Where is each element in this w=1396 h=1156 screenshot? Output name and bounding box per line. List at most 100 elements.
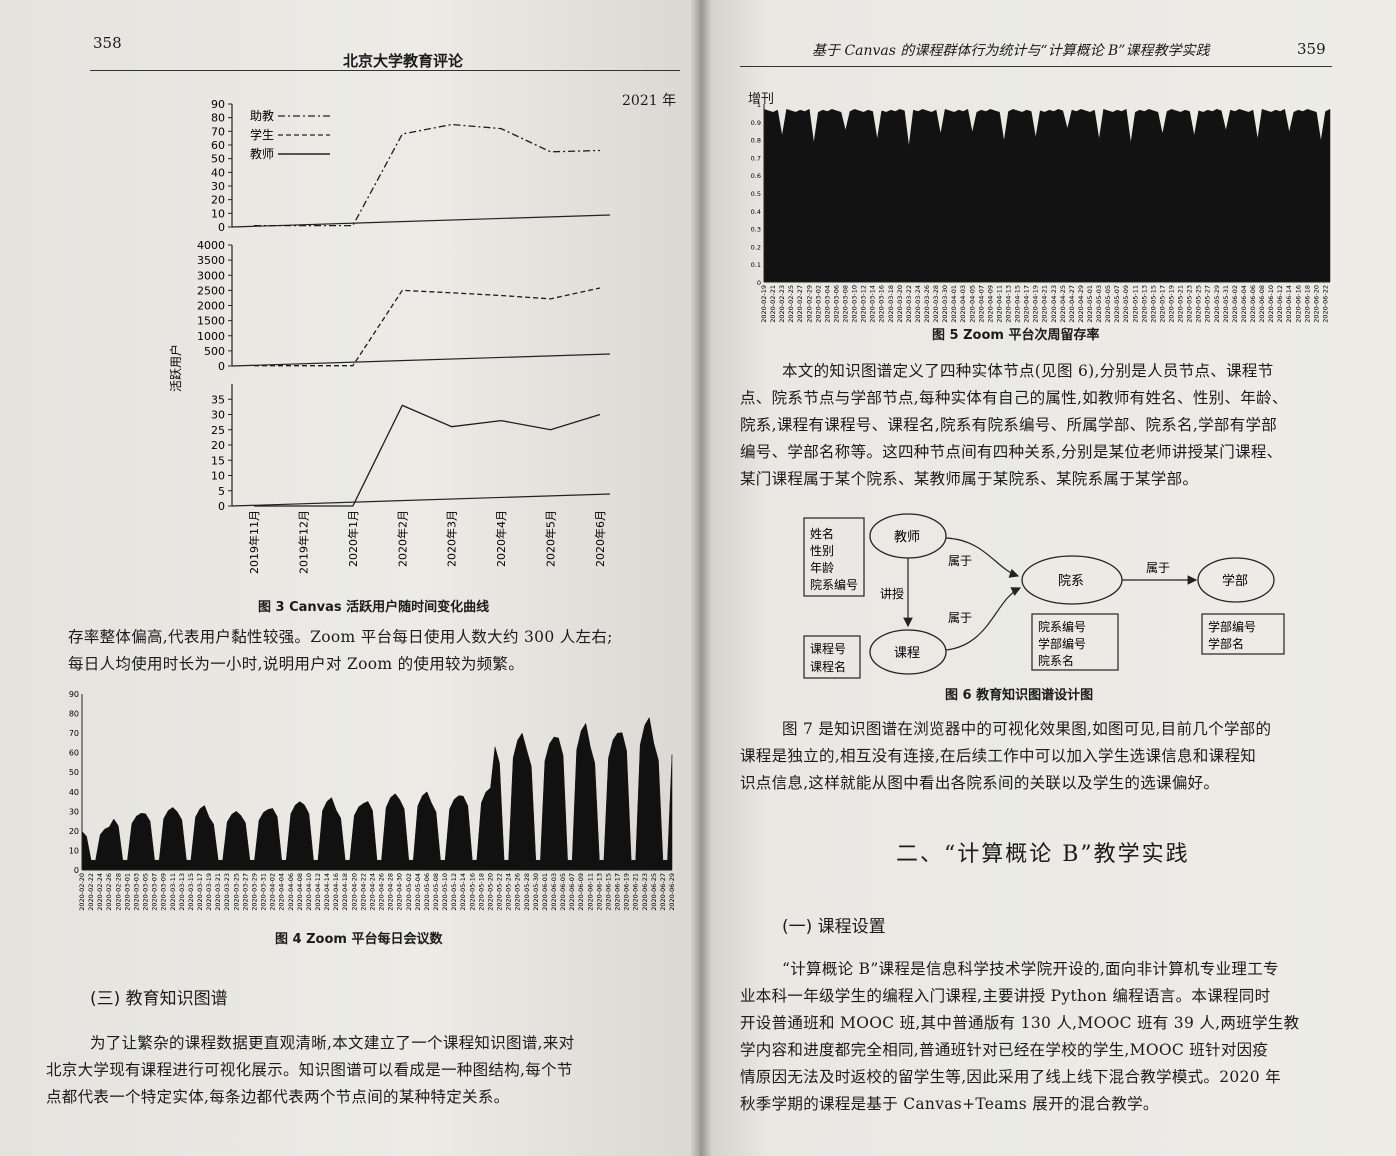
edge-belongs-1-label: 属于: [948, 554, 972, 568]
course-node: [869, 629, 947, 675]
fig5-x-tick-label: 2020-04-25: [1059, 285, 1067, 323]
fig3-y-tick-label: 3000: [197, 269, 225, 282]
legend-student: 学生: [250, 127, 274, 142]
fig4-x-tick-label: 2020-05-26: [514, 873, 522, 911]
fig4-x-tick-label: 2020-06-09: [577, 873, 585, 911]
fig5-x-tick-label: 2020-03-04: [823, 285, 831, 323]
fig4-x-tick-label: 2020-03-19: [205, 873, 213, 911]
left-page-number: 358: [93, 34, 122, 52]
fig5-y-tick-label: 0: [757, 279, 761, 287]
faculty-attrs-box: [1201, 613, 1285, 655]
fig5-x-tick-label: 2020-05-13: [1140, 285, 1148, 323]
fig5-area: [763, 108, 1331, 283]
fig5-x-tick-label: 2020-04-23: [1050, 285, 1058, 323]
fig4-x-tick-label: 2020-04-30: [396, 873, 404, 911]
fig5-y-tick-label: 0.3: [751, 226, 761, 234]
fig3-series-0: [254, 123, 601, 227]
fig4-x-tick-label: 2020-05-14: [459, 873, 467, 911]
fig5-y-tick-label: 0.2: [751, 243, 761, 251]
legend-teacher: 教师: [250, 146, 274, 161]
fig4-x-tick-label: 2020-06-23: [641, 873, 649, 911]
fig3-y-tick-label: 0: [218, 360, 225, 373]
fig3-x-tick-label: 2020年5月: [544, 510, 558, 567]
fig3-caption: 图 3 Canvas 活跃用户随时间变化曲线: [258, 600, 490, 615]
chapter-title: 二、“计算概论 B”教学实践: [896, 842, 1190, 867]
fig4-y-tick-label: 20: [69, 827, 79, 836]
fig4-x-tick-label: 2020-06-17: [614, 873, 622, 911]
fig4-x-tick-label: 2020-05-02: [405, 873, 413, 911]
fig3-y-tick-label: 80: [211, 112, 225, 125]
fig5-x-tick-label: 2020-06-02: [1231, 285, 1239, 323]
fig4-x-tick-label: 2020-05-20: [486, 873, 494, 911]
fig5-x-tick-label: 2020-05-29: [1213, 285, 1221, 323]
right-paragraph-2: 图 7 是知识图谱在浏览器中的可视化效果图,如图可见,目前几个学部的 课程是独立…: [740, 716, 1360, 797]
fig4-x-tick-label: 2020-03-07: [151, 873, 159, 911]
course-node-label: 课程: [894, 646, 920, 661]
fig4-x-tick-label: 2020-02-26: [105, 873, 113, 911]
right-page-number: 359: [1297, 40, 1326, 58]
left-page: 358 北京大学教育评论 2021 年 0 10 20 30 40 50 60 70 80 90 …: [0, 0, 700, 1156]
fig3-x-tick-label: 2020年3月: [445, 510, 459, 567]
teacher-attr: 年龄: [810, 561, 834, 575]
fig5-x-tick-label: 2020-06-12: [1276, 285, 1284, 323]
fig4-x-tick-label: 2020-03-23: [223, 873, 231, 911]
section-1-title: (一) 课程设置: [782, 917, 886, 937]
fig4-x-tick-label: 2020-02-22: [87, 873, 95, 911]
fig4-y-tick-label: 50: [69, 768, 79, 777]
fig3-y-tick-label: 30: [211, 180, 225, 193]
fig6-caption: 图 6 教育知识图谱设计图: [945, 688, 1094, 703]
fig4-x-tick-label: 2020-06-15: [604, 873, 612, 911]
fig4-x-tick-label: 2020-04-22: [359, 873, 367, 911]
edge-belongs-2: [945, 587, 1022, 651]
fig4-y-tick-label: 40: [69, 788, 79, 797]
fig4-x-tick-label: 2020-05-04: [414, 873, 422, 911]
fig4-x-tick-label: 2020-06-19: [623, 873, 631, 911]
text-line: 某门课程属于某个院系、某教师属于某院系、某院系属于某学部。: [740, 470, 1199, 488]
left-year: 2021 年: [622, 93, 677, 109]
issue-label: 增刊: [748, 92, 775, 107]
fig5-x-tick-label: 2020-04-09: [986, 285, 994, 323]
fig3-y-tick-label: 15: [211, 454, 225, 467]
fig5-x-tick-label: 2020-03-16: [878, 285, 886, 323]
fig5-y-tick-label: 0.6: [751, 172, 761, 180]
fig5-x-tick-label: 2020-05-25: [1195, 285, 1203, 323]
fig3-y-tick-label: 4000: [197, 239, 225, 252]
fig3-x-axis: [231, 493, 611, 507]
fig5-x-tick-label: 2020-04-21: [1041, 285, 1049, 323]
fig4-x-tick-label: 2020-04-08: [296, 873, 304, 911]
fig3-x-tick-label: 2020年1月: [346, 510, 360, 567]
text-line: 为了让繁杂的课程数据更直观清晰,本文建立了一个课程知识图谱,来对: [90, 1034, 575, 1052]
edge-belongs-2-label: 属于: [948, 611, 972, 625]
fig4-x-tick-label: 2020-05-10: [441, 873, 449, 911]
fig5-x-tick-label: 2020-02-19: [760, 285, 768, 323]
fig4-area: [81, 716, 673, 871]
fig4-x-tick-label: 2020-05-24: [505, 873, 513, 911]
right-paragraph-3: “计算概论 B”课程是信息科学技术学院开设的,面向非计算机专业理工专 业本科一年…: [740, 956, 1370, 1118]
fig3-bottom-panel: 0 5 10 15 20 25 30 35: [211, 384, 611, 513]
fig4-x-tick-label: 2020-03-15: [187, 873, 195, 911]
fig4-caption: 图 4 Zoom 平台每日会议数: [275, 932, 443, 947]
teacher-attrs-box: [803, 517, 865, 597]
fig5-x-tick-label: 2020-06-14: [1285, 285, 1293, 323]
fig5-y-tick-label: 0.9: [751, 119, 761, 127]
fig5-x-tick-label: 2020-02-27: [796, 285, 804, 323]
fig4-x-tick-label: 2020-06-05: [559, 873, 567, 911]
fig3-y-tick-label: 10: [211, 207, 225, 220]
section-3-title: (三) 教育知识图谱: [90, 989, 228, 1009]
teacher-attr: 姓名: [810, 526, 834, 541]
text-line: 秋季学期的课程是基于 Canvas+Teams 展开的混合教学。: [740, 1095, 1159, 1113]
fig5-x-tick-label: 2020-04-11: [995, 285, 1003, 323]
text-line: 每日人均使用时长为一小时,说明用户对 Zoom 的使用较为频繁。: [68, 655, 525, 673]
fig4-x-tick-label: 2020-02-28: [114, 873, 122, 911]
fig5-x-tick-label: 2020-03-10: [851, 285, 859, 323]
fig4-x-tick-label: 2020-03-21: [214, 873, 222, 911]
left-header-rule: [90, 70, 680, 71]
fig4-y-tick-label: 90: [69, 690, 79, 699]
text-line: 本文的知识图谱定义了四种实体节点(见图 6),分别是人员节点、课程节: [782, 362, 1274, 380]
fig5-x-tick-label: 2020-06-16: [1294, 285, 1302, 323]
fig4-x-tick-label: 2020-03-13: [178, 873, 186, 911]
fig4-x-tick-label: 2020-03-31: [260, 873, 268, 911]
fig3-x-tick-label: 2020年2月: [395, 510, 409, 567]
book-gutter: [690, 0, 712, 1156]
